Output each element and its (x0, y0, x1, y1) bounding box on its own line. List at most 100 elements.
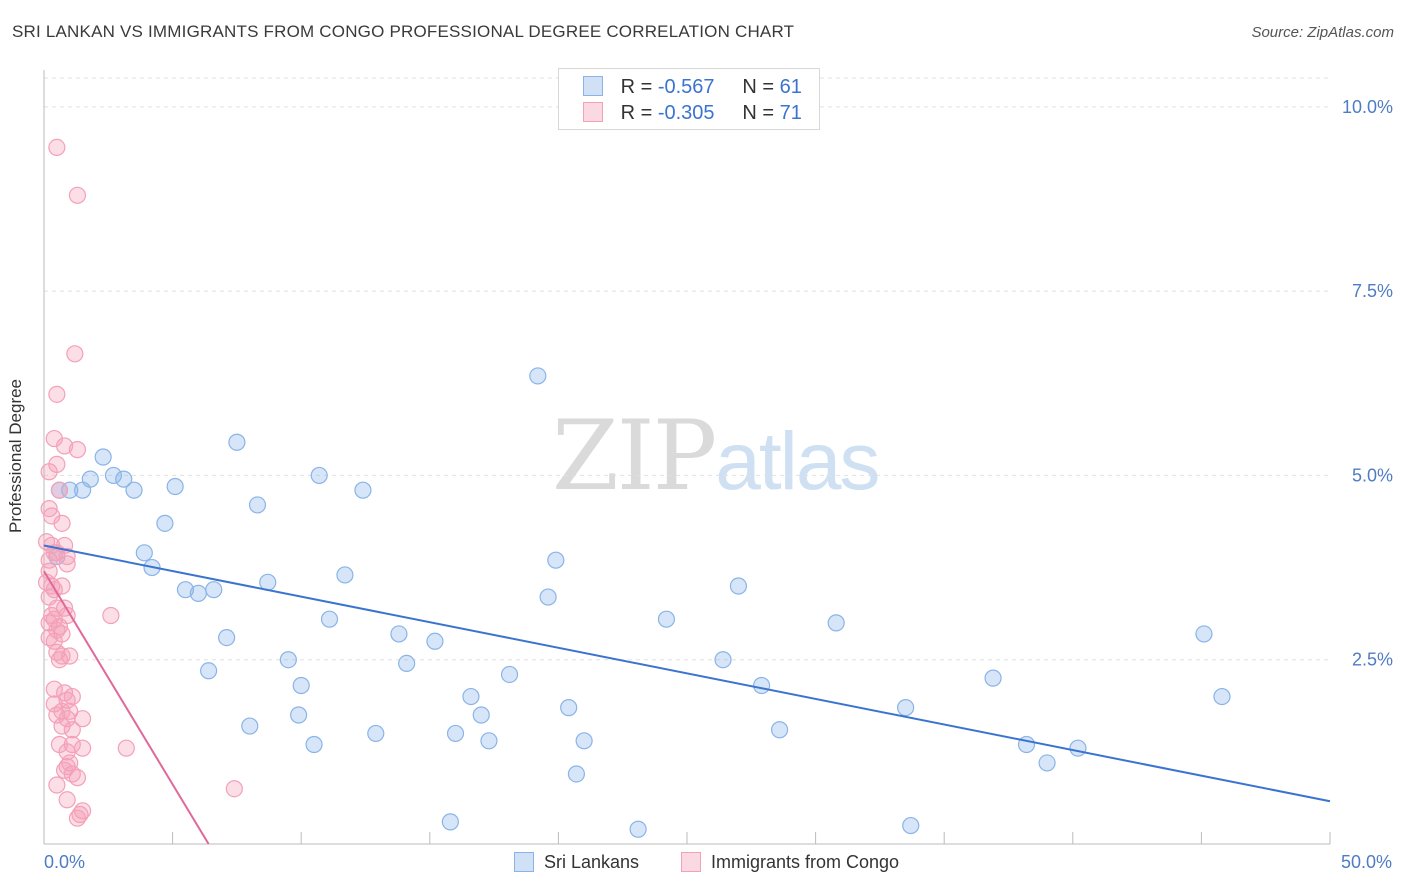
legend-row-congo: R = -0.305 N = 71 (583, 102, 802, 126)
sri-lankan-point (354, 481, 372, 499)
sri-lankan-point (367, 724, 385, 743)
legend-swatch-pink (681, 852, 701, 872)
sri-lankan-point (94, 448, 112, 466)
congo-point (61, 647, 79, 665)
sri-lankan-point (539, 588, 557, 606)
watermark-atlas: atlas (715, 416, 880, 507)
congo-point (68, 186, 87, 204)
sri-lankan-point (115, 470, 133, 488)
sri-lankan-point (279, 651, 297, 669)
watermark-zip: ZIP (552, 400, 717, 512)
sri-lankan-point (500, 665, 519, 684)
congo-point (58, 691, 76, 709)
sri-lankan-point (827, 614, 845, 632)
congo-point (48, 706, 66, 724)
sri-lankan-point (902, 816, 920, 835)
stats-legend: R = -0.567 N = 61 R = -0.305 N = 71 (558, 68, 820, 130)
congo-point (63, 765, 81, 783)
congo-point (53, 514, 71, 532)
legend-label: Sri Lankans (544, 852, 640, 872)
sri-lankan-point (390, 625, 408, 643)
congo-point (45, 680, 63, 698)
sri-lankan-point (305, 735, 323, 754)
y-tick-label: 7.5% (1352, 281, 1393, 301)
congo-point (40, 463, 58, 481)
sri-lankan-point (290, 706, 308, 724)
sri-lankan-point (567, 765, 586, 783)
series-legend: Sri Lankans Immigrants from Congo (0, 852, 1406, 878)
legend-r-label: R = (620, 76, 653, 98)
sri-lankan-point (320, 610, 339, 628)
congo-point (45, 632, 63, 650)
sri-lankan-point (472, 706, 490, 724)
congo-point (50, 651, 69, 669)
sri-lankan-point (189, 584, 207, 602)
y-tick-label: 2.5% (1352, 650, 1393, 670)
sri-lankan-point (176, 581, 195, 599)
watermark: ZIPatlas (552, 400, 880, 512)
congo-point (68, 441, 87, 459)
sri-lankan-point (629, 820, 647, 838)
sri-lankan-point (1069, 739, 1087, 757)
sri-lankan-point (398, 654, 416, 673)
congo-point (63, 721, 81, 739)
sri-lankan-point (248, 496, 267, 514)
sri-lankan-point (1195, 625, 1213, 643)
sri-lankan-point (480, 732, 498, 750)
legend-swatch-pink (583, 102, 603, 122)
sri-lankan-point (446, 724, 465, 743)
congo-point (225, 780, 243, 798)
congo-point (48, 385, 66, 403)
congo-point (102, 606, 120, 625)
legend-r-value: -0.305 (657, 102, 715, 124)
y-tick-label: 10.0% (1342, 97, 1393, 117)
legend-item-congo[interactable]: Immigrants from Congo (681, 852, 899, 873)
sri-lankan-point (135, 544, 153, 562)
legend-r-value: -0.567 (657, 76, 715, 98)
sri-lankan-point (897, 699, 915, 717)
sri-lankan-point (218, 628, 236, 647)
sri-lankan-point (1038, 754, 1056, 772)
sri-lankan-point (228, 433, 246, 451)
sri-lankan-point (729, 577, 748, 595)
sri-lankan-point (714, 651, 732, 669)
legend-swatch-blue (583, 76, 603, 96)
legend-row-sri-lankans: R = -0.567 N = 61 (583, 76, 802, 100)
congo-point (58, 547, 76, 566)
legend-n-value: 71 (779, 102, 802, 124)
legend-item-sri-lankans[interactable]: Sri Lankans (514, 852, 639, 873)
sri-lankan-point (560, 699, 578, 717)
sri-lankan-point (1213, 687, 1231, 706)
legend-n-label: N = (742, 76, 775, 98)
tick-labels: 2.5% 5.0% 7.5% 10.0% (1342, 97, 1393, 670)
legend-n-label: N = (742, 102, 775, 124)
trend-lines (43, 544, 1331, 845)
y-tick-label: 5.0% (1352, 465, 1393, 485)
sri-lankan-point (125, 481, 143, 499)
sri-lankan-point (241, 717, 259, 735)
congo-point (117, 739, 135, 757)
x-tick-min: 0.0% (44, 852, 86, 872)
sri-lankan-point (657, 610, 676, 628)
trend-line-congo (43, 570, 210, 845)
sri-lankan-point (575, 732, 593, 750)
congo-point (58, 555, 76, 573)
x-tick-max: 50.0% (1340, 852, 1392, 872)
congo-point (66, 345, 84, 363)
legend-swatch-blue (514, 852, 534, 872)
sri-lankan-point (441, 813, 459, 831)
congo-point (68, 809, 87, 827)
legend-label: Immigrants from Congo (711, 852, 900, 872)
sri-lankan-point (200, 662, 218, 680)
trend-line-sri-lankans (43, 544, 1331, 803)
sri-lankan-point (426, 632, 444, 650)
legend-n-value: 61 (779, 76, 802, 98)
congo-point (48, 776, 66, 794)
sri-lankan-point (752, 676, 771, 695)
sri-lankan-point (205, 581, 223, 599)
chart-title: SRI LANKAN VS IMMIGRANTS FROM CONGO PROF… (12, 22, 795, 41)
congo-point (50, 481, 69, 499)
sri-lankan-point (984, 669, 1002, 687)
sri-lankan-point (166, 477, 184, 496)
